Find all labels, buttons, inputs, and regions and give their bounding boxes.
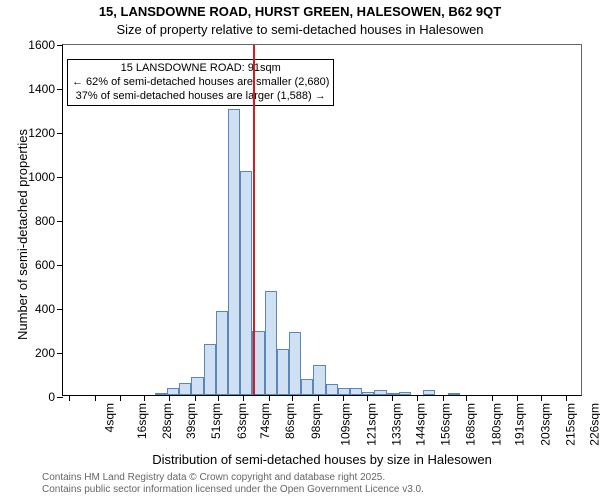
x-tick-label: 4sqm <box>103 403 117 432</box>
x-tick-label: 109sqm <box>339 403 353 446</box>
chart-subtitle: Size of property relative to semi-detach… <box>0 22 600 37</box>
x-tick <box>466 395 467 401</box>
x-tick-label: 226sqm <box>587 403 600 446</box>
y-tick <box>57 177 63 178</box>
x-tick-label: 168sqm <box>464 403 478 446</box>
annotation-line3: 37% of semi-detached houses are larger (… <box>72 90 329 104</box>
y-tick-label: 800 <box>35 214 55 228</box>
x-tick <box>120 395 121 401</box>
x-tick <box>517 395 518 401</box>
y-tick <box>57 397 63 398</box>
histogram-bar <box>338 388 350 395</box>
y-tick <box>57 221 63 222</box>
histogram-bar <box>350 388 362 395</box>
x-tick-label: 51sqm <box>209 403 223 439</box>
x-tick-label: 39sqm <box>184 403 198 439</box>
histogram-bar <box>191 377 203 395</box>
x-tick-label: 28sqm <box>160 403 174 439</box>
y-tick-label: 1400 <box>28 82 55 96</box>
x-tick <box>343 395 344 401</box>
x-tick-label: 86sqm <box>283 403 297 439</box>
histogram-bar <box>228 109 240 395</box>
y-tick-label: 400 <box>35 302 55 316</box>
y-axis-label: Number of semi-detached properties <box>15 129 30 340</box>
x-tick <box>69 395 70 401</box>
x-tick <box>541 395 542 401</box>
x-tick-label: 144sqm <box>413 403 427 446</box>
histogram-bar <box>362 392 374 395</box>
x-axis-label: Distribution of semi-detached houses by … <box>62 452 582 467</box>
histogram-bar <box>277 349 289 395</box>
x-tick <box>392 395 393 401</box>
reference-line <box>253 45 255 395</box>
x-tick <box>443 395 444 401</box>
x-tick-label: 191sqm <box>513 403 527 446</box>
y-tick <box>57 89 63 90</box>
footer-line2: Contains public sector information licen… <box>42 484 600 496</box>
x-tick <box>218 395 219 401</box>
histogram-bar <box>167 388 179 395</box>
x-tick-label: 133sqm <box>390 403 404 446</box>
x-tick-label: 180sqm <box>490 403 504 446</box>
x-tick <box>269 395 270 401</box>
histogram-bar <box>204 344 216 395</box>
x-tick <box>367 395 368 401</box>
x-tick <box>195 395 196 401</box>
histogram-bar <box>399 392 411 395</box>
annotation-box: 15 LANSDOWNE ROAD: 91sqm ← 62% of semi-d… <box>67 59 334 106</box>
x-tick-label: 121sqm <box>364 403 378 446</box>
x-tick <box>417 395 418 401</box>
plot-area: 15 LANSDOWNE ROAD: 91sqm ← 62% of semi-d… <box>62 44 582 396</box>
histogram-bar <box>326 384 338 395</box>
histogram-bar <box>448 393 460 395</box>
histogram-bar <box>374 390 386 396</box>
y-tick <box>57 353 63 354</box>
x-tick <box>566 395 567 401</box>
x-tick-label: 98sqm <box>309 403 323 439</box>
y-tick-label: 0 <box>48 390 55 404</box>
histogram-bar <box>216 311 228 395</box>
histogram-bar <box>289 332 301 395</box>
x-tick <box>318 395 319 401</box>
histogram-bar <box>179 383 191 395</box>
x-tick <box>243 395 244 401</box>
x-tick-label: 215sqm <box>564 403 578 446</box>
x-tick <box>95 395 96 401</box>
y-tick-label: 1200 <box>28 126 55 140</box>
y-tick-label: 1000 <box>28 170 55 184</box>
x-tick-label: 74sqm <box>258 403 272 439</box>
histogram-bar <box>240 171 252 395</box>
y-tick-label: 600 <box>35 258 55 272</box>
x-tick <box>492 395 493 401</box>
property-size-chart: 15, LANSDOWNE ROAD, HURST GREEN, HALESOW… <box>0 0 600 500</box>
histogram-bar <box>155 393 167 395</box>
histogram-bar <box>313 365 325 395</box>
y-tick-label: 200 <box>35 346 55 360</box>
y-tick <box>57 265 63 266</box>
annotation-line1: 15 LANSDOWNE ROAD: 91sqm <box>72 62 329 76</box>
y-tick <box>57 45 63 46</box>
annotation-line2: ← 62% of semi-detached houses are smalle… <box>72 76 329 90</box>
x-tick-label: 63sqm <box>235 403 249 439</box>
chart-title-address: 15, LANSDOWNE ROAD, HURST GREEN, HALESOW… <box>0 4 600 19</box>
x-tick <box>169 395 170 401</box>
x-tick <box>144 395 145 401</box>
x-tick <box>292 395 293 401</box>
histogram-bar <box>265 291 277 396</box>
histogram-bar <box>423 390 435 396</box>
x-tick-label: 203sqm <box>538 403 552 446</box>
y-tick <box>57 309 63 310</box>
y-tick <box>57 133 63 134</box>
histogram-bar <box>301 379 313 396</box>
y-tick-label: 1600 <box>28 38 55 52</box>
x-tick-label: 156sqm <box>439 403 453 446</box>
x-tick-label: 16sqm <box>135 403 149 439</box>
footer-line1: Contains HM Land Registry data © Crown c… <box>42 472 600 484</box>
footer-attribution: Contains HM Land Registry data © Crown c… <box>0 472 600 496</box>
